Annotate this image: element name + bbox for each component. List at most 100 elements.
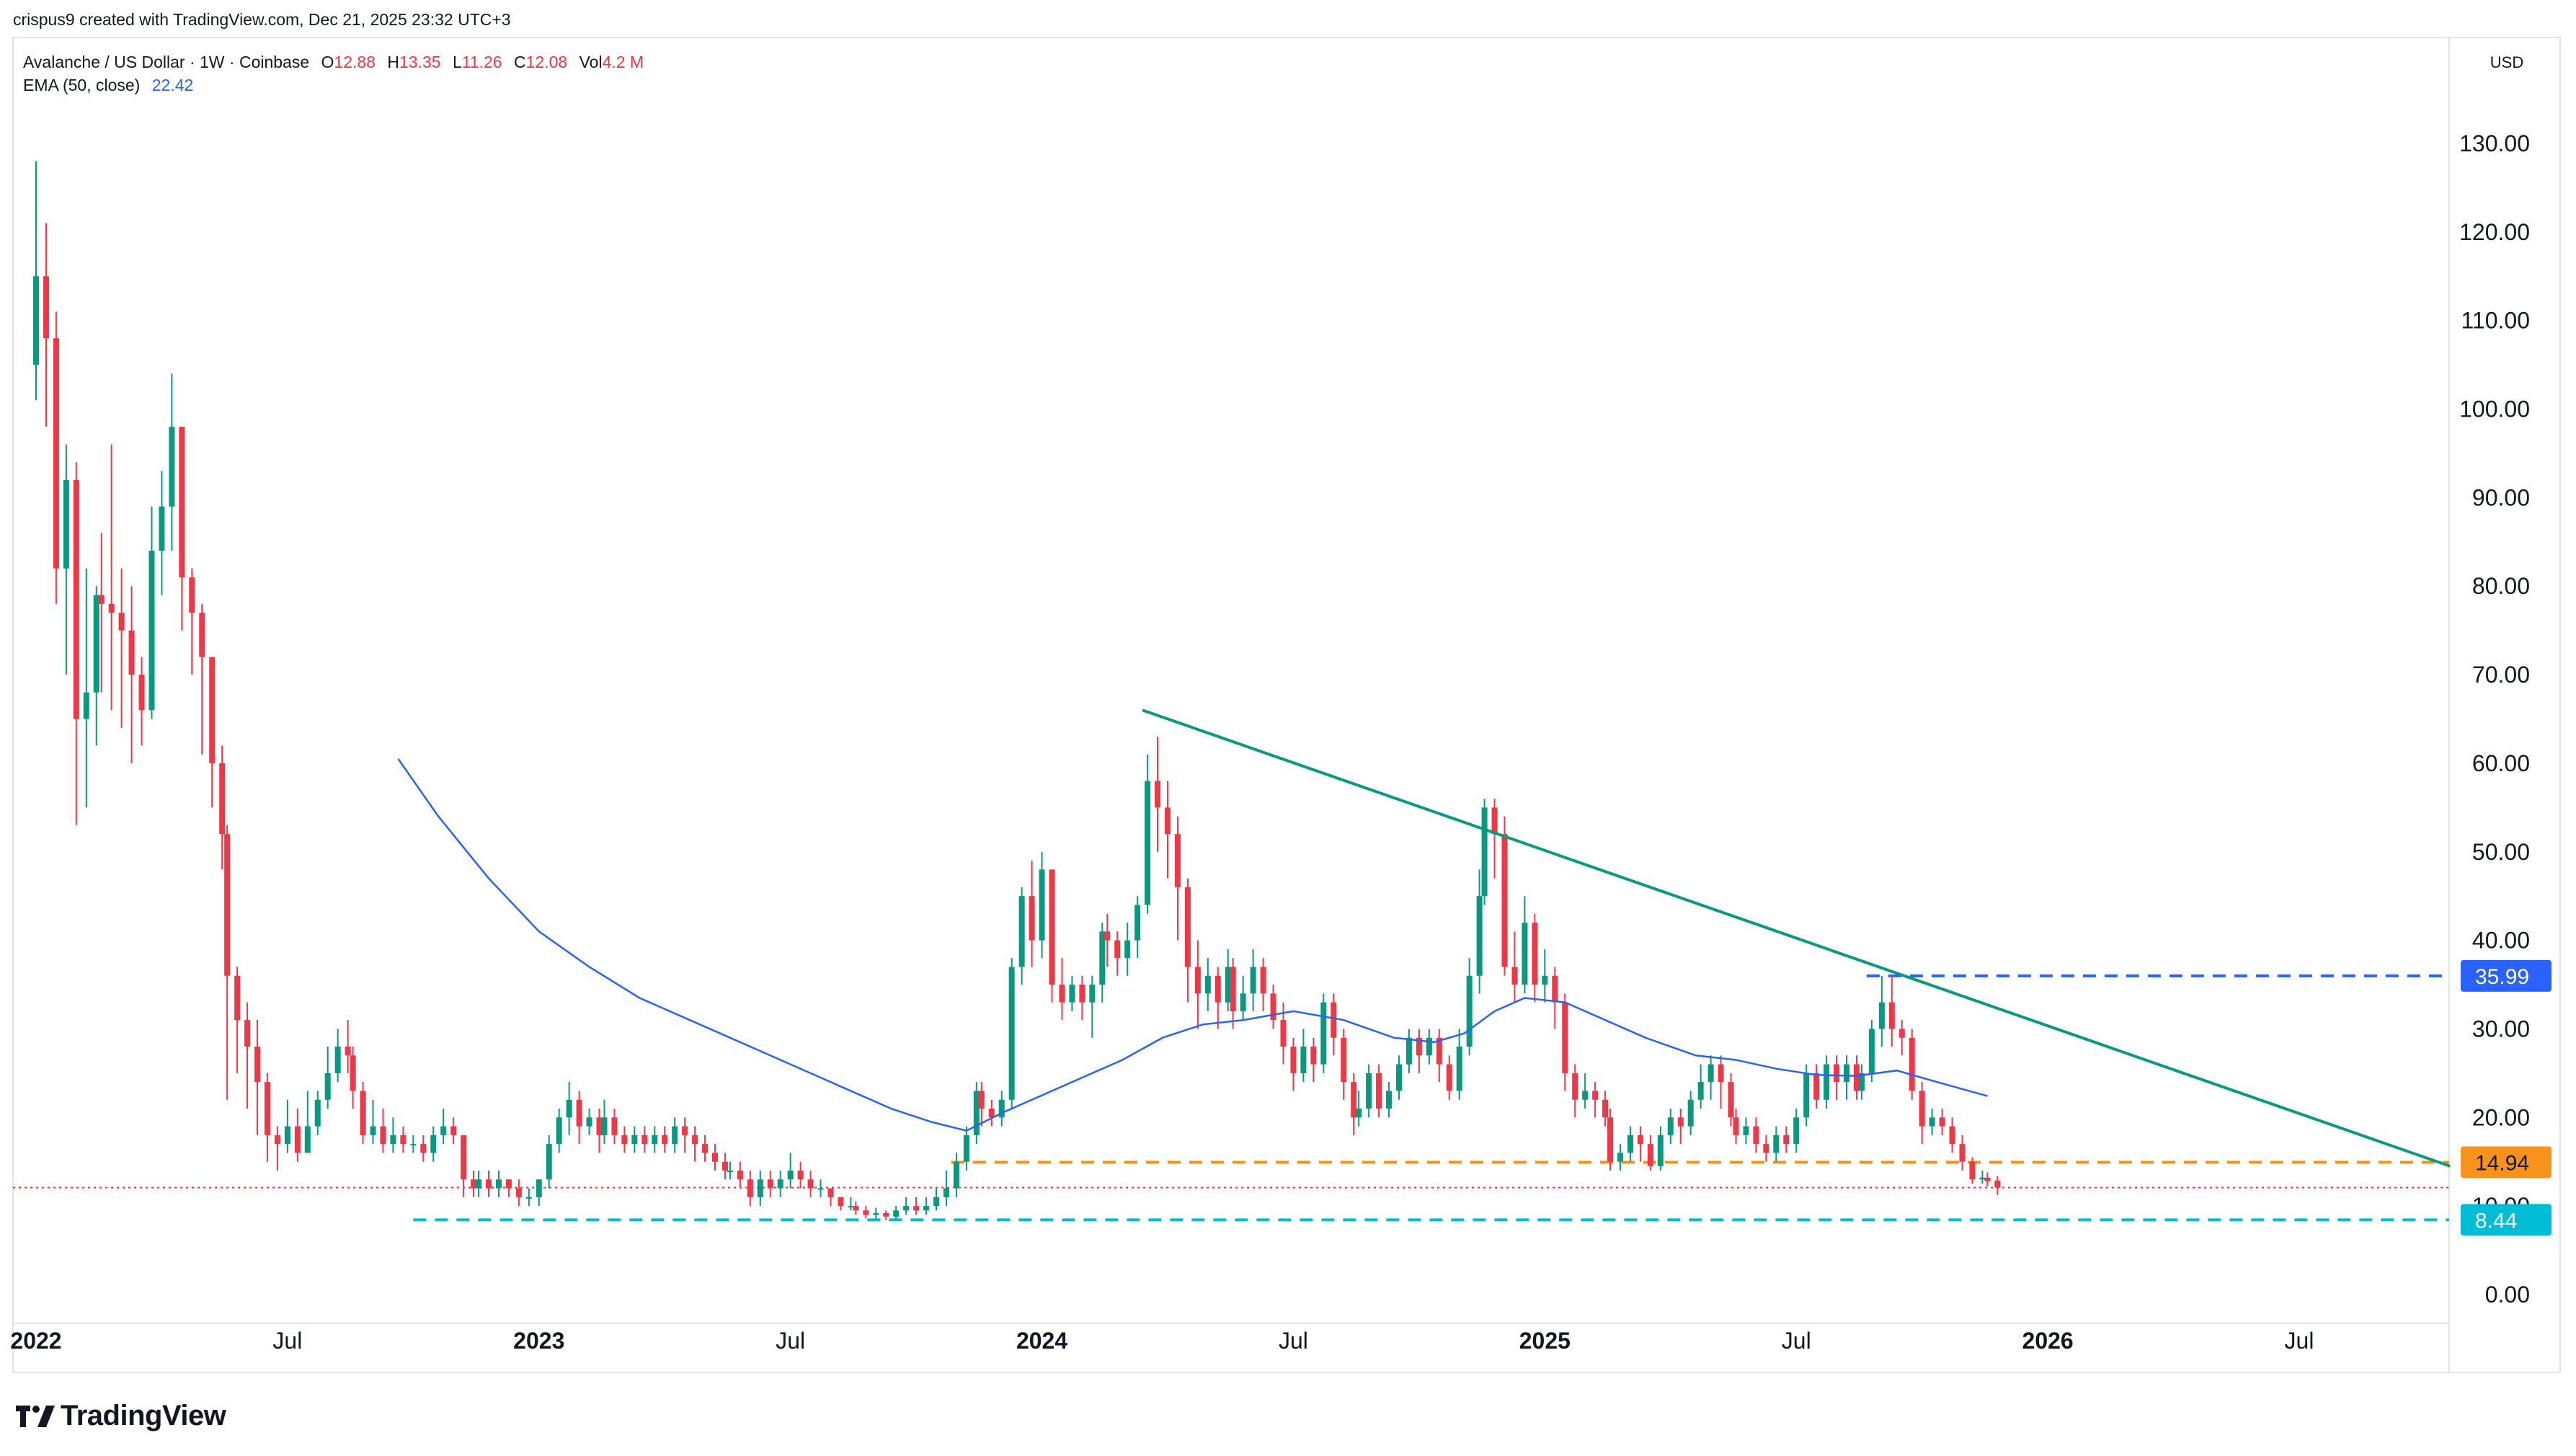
candle-body-183 [1803,1073,1810,1118]
candle-body-114 [1134,905,1141,941]
candle-body-169 [1667,1117,1674,1135]
ema-label[interactable]: EMA (50, close) [23,76,141,94]
ema-value: 22.42 [151,76,194,94]
candle-body-167 [1647,1144,1653,1166]
candles [33,161,2001,1220]
tradingview-logo[interactable]: TradingView [16,1400,226,1432]
candle-body-102 [1018,896,1025,967]
candle-body-120 [1194,967,1201,994]
candle-body-161 [1592,1091,1599,1100]
candle-body-24 [264,1082,270,1135]
low-label: L [452,53,462,71]
candle-body-174 [1718,1064,1724,1083]
candle-body-117 [1165,807,1171,835]
time-axis[interactable]: 2022 Jul 2023 Jul 2024 Jul 2025 Jul 2026 Jul [10,1328,2314,1354]
price-axis[interactable]: 0.0010.0020.0030.0040.0050.0060.0070.008… [2459,130,2530,1308]
candle-body-90 [903,1206,910,1211]
candle-body-32 [345,1047,351,1056]
price-tag-bg-1 [2461,1146,2551,1178]
horizontal-levels [13,974,2449,1222]
candle-body-185 [1824,1064,1830,1100]
candle-body-119 [1184,887,1191,967]
candle-body-0 [33,276,39,365]
currency-selector[interactable]: USD [2490,53,2524,71]
candle-body-122 [1214,975,1221,1003]
candle-body-182 [1793,1117,1800,1145]
price-tag-label-0: 35.99 [2475,965,2529,989]
candle-body-17 [199,613,205,657]
price-tick-11: 110.00 [2461,308,2531,334]
candle-body-178 [1753,1126,1759,1145]
price-tick-8: 80.00 [2472,573,2530,599]
candle-body-23 [254,1047,261,1083]
candle-body-66 [672,1126,678,1145]
candle-body-34 [360,1091,366,1135]
candle-body-31 [334,1047,341,1073]
candle-body-116 [1155,781,1161,808]
candle-body-76 [767,1179,773,1189]
close-value: 12.08 [525,53,568,71]
candle-body-8 [108,603,115,613]
candle-body-78 [787,1171,794,1180]
candle-body-100 [998,1099,1005,1118]
candle-body-195 [1919,1091,1925,1127]
symbol-name[interactable]: Avalanche / US Dollar · 1W · Coinbase [23,53,310,71]
candle-body-58 [596,1117,603,1135]
candle-body-22 [244,1020,251,1047]
candle-body-45 [471,1179,477,1189]
candle-body-27 [294,1126,301,1153]
time-label-8: 2026 [2022,1328,2074,1354]
candle-body-57 [586,1117,592,1127]
ema-row[interactable]: EMA (50, close) 22.42 [23,74,644,97]
candle-body-163 [1607,1117,1614,1162]
candle-body-106 [1059,985,1065,1003]
candle-body-171 [1687,1099,1694,1127]
candle-body-79 [797,1171,804,1180]
candle-body-87 [873,1212,879,1215]
candle-body-179 [1763,1144,1769,1153]
candle-body-54 [556,1117,562,1145]
candle-body-202 [1984,1177,1991,1181]
price-tag-0: 35.99 [2461,959,2551,992]
trendline-group[interactable] [1142,709,2451,1168]
price-tag-bg-0 [2461,959,2551,992]
candle-body-110 [1099,931,1106,985]
candle-body-21 [234,975,241,1021]
candle-body-126 [1250,967,1256,994]
candle-body-37 [390,1135,396,1145]
candle-body-74 [747,1179,753,1197]
candle-body-108 [1079,985,1085,1003]
candle-body-199 [1959,1144,1966,1162]
candle-body-71 [721,1161,728,1171]
price-tick-7: 70.00 [2472,662,2530,688]
candle-body-13 [159,506,165,551]
candle-body-164 [1617,1153,1623,1162]
candle-body-151 [1491,807,1498,835]
candle-body-125 [1240,993,1246,1011]
tradingview-wordmark: TradingView [61,1400,226,1431]
candle-body-18 [209,657,216,763]
candle-body-12 [148,551,155,711]
candle-body-52 [536,1179,542,1197]
symbol-legend: Avalanche / US Dollar · 1W · Coinbase O1… [23,50,644,97]
candle-body-59 [601,1117,608,1135]
price-tag-label-2: 8.44 [2475,1209,2517,1233]
price-tick-3: 30.00 [2472,1016,2530,1042]
candle-body-156 [1542,975,1548,985]
candle-body-198 [1949,1126,1955,1145]
candle-body-168 [1657,1135,1664,1166]
price-tag-bg-2 [2461,1204,2551,1236]
candle-body-47 [486,1179,492,1189]
ohlc-row[interactable]: Avalanche / US Dollar · 1W · Coinbase O1… [23,50,644,74]
price-tick-9: 90.00 [2472,484,2530,510]
time-label-3: Jul [776,1328,805,1354]
candle-body-85 [853,1206,859,1211]
candle-body-152 [1501,834,1508,967]
candle-body-61 [621,1135,628,1145]
price-tick-2: 20.00 [2472,1104,2530,1130]
candle-body-35 [370,1126,376,1135]
candle-body-95 [953,1161,959,1189]
candle-body-94 [943,1188,949,1197]
candle-body-105 [1049,869,1055,985]
